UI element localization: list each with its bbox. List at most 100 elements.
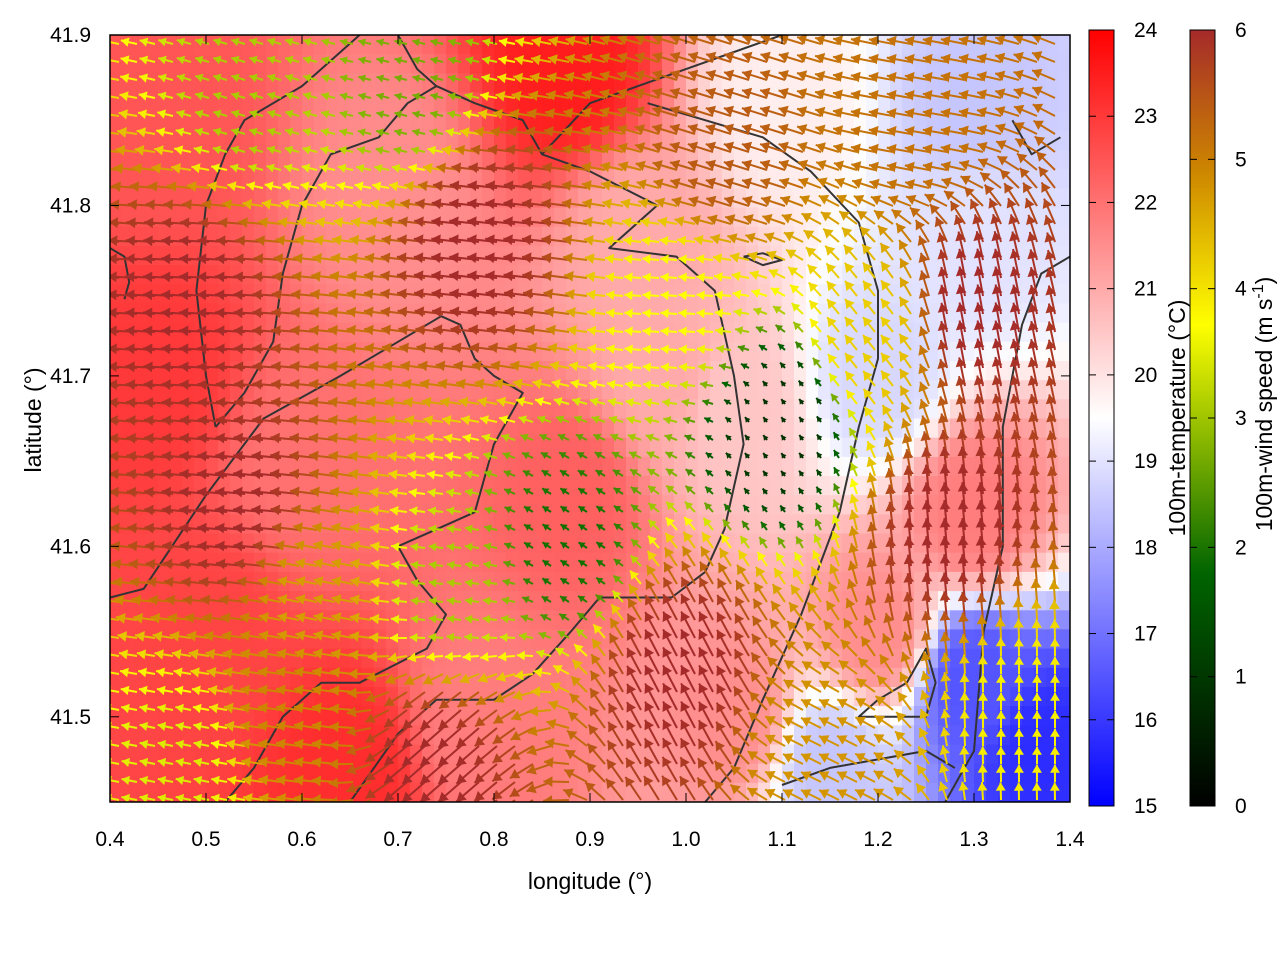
temperature-cell <box>1058 552 1070 573</box>
wind-arrow-head <box>95 163 105 174</box>
temperature-cell <box>314 725 327 746</box>
wind-arrow-head <box>93 523 103 534</box>
temperature-cell <box>374 54 387 74</box>
temperature-cell <box>182 92 195 113</box>
temperature-cell <box>326 35 339 55</box>
temperature-cell <box>614 380 627 400</box>
temperature-cell <box>422 245 435 266</box>
temperature-cell <box>302 763 315 784</box>
temperature-cell <box>302 552 315 573</box>
temperature-cell <box>206 111 219 132</box>
temperature-cell <box>410 35 423 55</box>
temperature-cell <box>710 437 723 458</box>
temperature-cell <box>278 130 291 151</box>
temperature-cell <box>206 514 219 535</box>
temperature-cell <box>194 610 207 631</box>
temperature-cell <box>578 361 591 381</box>
temperature-cell <box>1058 591 1070 611</box>
temperature-cell <box>218 782 231 802</box>
temperature-cell <box>242 706 255 726</box>
temperature-cell <box>290 111 303 132</box>
temperature-cell <box>1058 73 1070 94</box>
temperature-cell <box>614 341 627 362</box>
temperature-cell <box>110 437 123 458</box>
temperature-cell <box>206 456 219 477</box>
temperature-cell <box>134 456 147 477</box>
temperature-cell <box>146 73 159 94</box>
temperature-cell <box>146 648 159 669</box>
temperature-cell <box>422 533 435 554</box>
temperature-cell <box>458 533 471 554</box>
temperature-cell <box>218 35 231 55</box>
temperature-cell <box>290 169 303 189</box>
temperature-cell <box>806 456 819 477</box>
temperature-cell <box>110 706 123 726</box>
temperature-cell <box>170 533 183 554</box>
temperature-cell <box>1022 782 1035 802</box>
temperature-cell <box>614 495 627 515</box>
temperature-cell <box>302 725 315 746</box>
temperature-cell <box>134 629 147 650</box>
temperature-cell <box>266 418 279 439</box>
temperature-cell <box>794 226 807 247</box>
temperature-cell <box>170 130 183 151</box>
temperature-cell <box>770 207 783 228</box>
temperature-cell <box>986 54 999 74</box>
temperature-cell <box>206 744 219 765</box>
temperature-cell <box>302 111 315 132</box>
wind-arrow-head <box>90 379 99 390</box>
temperature-cell <box>566 514 579 535</box>
temperature-cell <box>182 418 195 439</box>
temperature-cell <box>1046 54 1059 74</box>
temperature-cell <box>254 418 267 439</box>
temperature-cell <box>614 361 627 381</box>
temperature-cell <box>986 763 999 784</box>
temperature-cell <box>518 361 531 381</box>
temperature-cell <box>626 476 639 496</box>
temperature-cell <box>182 111 195 132</box>
temperature-cell <box>206 533 219 554</box>
temperature-cell <box>554 744 567 765</box>
temperature-cell <box>902 782 915 802</box>
temperature-cell <box>290 571 303 592</box>
temperature-cell <box>422 35 435 55</box>
temperature-cell <box>170 399 183 420</box>
temperature-cell <box>1058 207 1070 228</box>
temperature-cell <box>170 514 183 535</box>
temperature-cell <box>650 533 663 554</box>
temperature-cell <box>134 188 147 209</box>
wind-arrow-head <box>90 289 99 300</box>
temperature-cell <box>410 341 423 362</box>
wind-arrow-head <box>110 73 111 76</box>
temperature-cell <box>170 92 183 113</box>
temperature-cell <box>110 782 123 802</box>
temperature-cell <box>986 667 999 688</box>
temperature-cell <box>206 361 219 381</box>
temperature-cell <box>302 610 315 631</box>
temperature-cell <box>338 667 351 688</box>
temperature-cell <box>494 514 507 535</box>
temperature-cell <box>122 169 135 189</box>
temperature-cell <box>554 610 567 631</box>
temperature-cell <box>362 533 375 554</box>
temperature-cell <box>554 591 567 611</box>
temperature-cell <box>362 150 375 170</box>
wind-arrow-head <box>91 235 100 246</box>
temperature-cell <box>710 380 723 400</box>
wind-arrow-head <box>92 199 101 210</box>
temperature-cell <box>230 92 243 113</box>
temperature-cell <box>218 744 231 765</box>
temperature-cell <box>338 763 351 784</box>
wind-arrow-head <box>99 109 109 120</box>
temperature-cell <box>182 782 195 802</box>
temperature-cell <box>242 265 255 285</box>
temperature-cell <box>158 130 171 151</box>
temperature-cell <box>170 341 183 362</box>
temperature-cell <box>170 284 183 305</box>
temperature-cell <box>302 322 315 343</box>
temperature-cell <box>1058 629 1070 650</box>
temperature-cell <box>770 495 783 515</box>
temperature-cell <box>278 725 291 746</box>
temperature-cell <box>158 725 171 746</box>
temperature-cell <box>230 706 243 726</box>
